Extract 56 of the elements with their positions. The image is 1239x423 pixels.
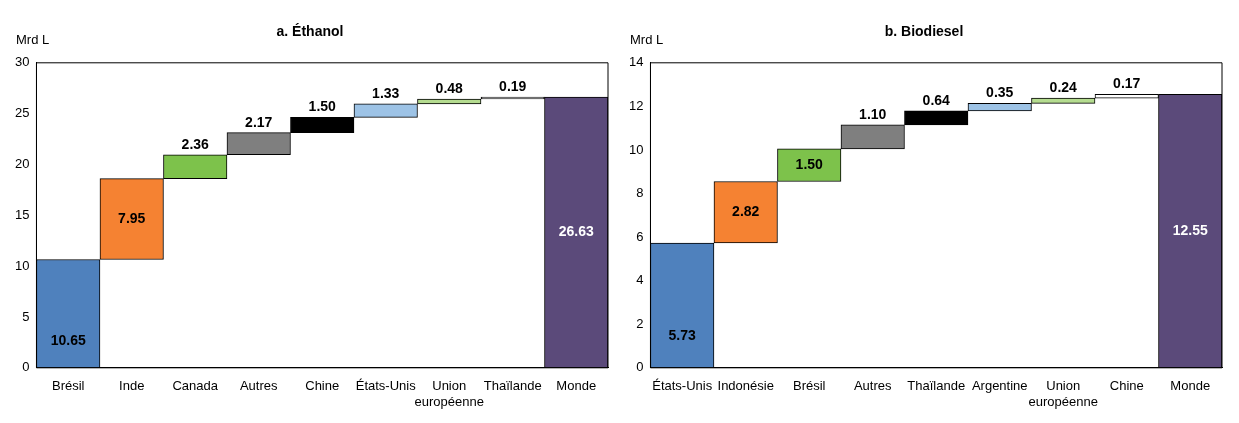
x-tick-label: Chine	[1109, 378, 1144, 394]
data-label: 0.17	[1113, 75, 1141, 92]
x-tick-label: Chine	[305, 378, 340, 394]
y-tick-label: 12	[628, 97, 644, 113]
chart-title: a. Éthanol	[276, 23, 344, 40]
y-tick-label: 10	[628, 141, 644, 157]
x-tick-label: Monde	[556, 378, 597, 394]
x-tick-label: Thaïlande	[907, 378, 966, 394]
data-label: 26.63	[558, 223, 594, 240]
data-label: 1.50	[308, 98, 337, 115]
data-label: 0.24	[1049, 78, 1078, 95]
y-tick-label: 8	[636, 185, 644, 201]
y-tick-label: 25	[14, 105, 30, 121]
x-tick-label: Brésil	[51, 378, 85, 394]
bar	[290, 117, 355, 133]
y-tick-label: 2	[636, 315, 644, 331]
data-label: 0.64	[922, 91, 951, 108]
data-label: 12.55	[1172, 221, 1208, 238]
x-tick-label: États-Unis	[652, 378, 713, 394]
bar	[904, 110, 969, 126]
x-tick-label: Canada	[172, 378, 219, 394]
y-tick-label: 5	[22, 308, 30, 324]
data-label: 5.73	[668, 327, 697, 344]
data-label: 2.17	[245, 113, 273, 130]
data-label: 1.33	[372, 84, 400, 101]
x-tick-label: Brésil	[792, 378, 826, 394]
x-tick-label: États-Unis	[355, 378, 417, 394]
data-label: 7.95	[118, 209, 146, 226]
y-tick-label: 6	[636, 228, 644, 244]
x-tick-label: Indonésie	[717, 378, 774, 394]
x-tick-label: Monde	[1170, 378, 1211, 394]
data-label: 0.48	[435, 79, 464, 96]
y-tick-label: 0	[22, 359, 30, 375]
data-label: 10.65	[50, 331, 86, 348]
x-tick-label: Thaïlande	[483, 378, 542, 394]
y-tick-label: 0	[636, 359, 644, 375]
x-tick-label: Argentine	[971, 378, 1028, 394]
data-label: 0.35	[986, 84, 1014, 101]
y-axis-title: Mrd L	[630, 31, 664, 47]
y-tick-label: 30	[14, 54, 30, 70]
y-tick-label: 10	[14, 257, 30, 273]
y-tick-label: 14	[628, 54, 644, 70]
x-tick-label: Union européenne	[1028, 378, 1098, 409]
chart-title: b. Biodiesel	[884, 23, 964, 40]
data-label: 0.19	[499, 77, 527, 94]
y-axis-title: Mrd L	[16, 31, 50, 47]
x-tick-label: Inde	[119, 378, 145, 394]
data-label: 1.50	[795, 156, 824, 173]
data-label: 2.82	[732, 203, 760, 220]
x-tick-label: Autres	[853, 378, 893, 394]
y-tick-label: 4	[636, 272, 644, 288]
x-tick-label: Autres	[239, 378, 279, 394]
data-label: 2.36	[181, 135, 210, 152]
y-tick-label: 20	[14, 156, 30, 172]
data-label: 1.10	[859, 105, 887, 122]
y-tick-label: 15	[14, 206, 30, 222]
